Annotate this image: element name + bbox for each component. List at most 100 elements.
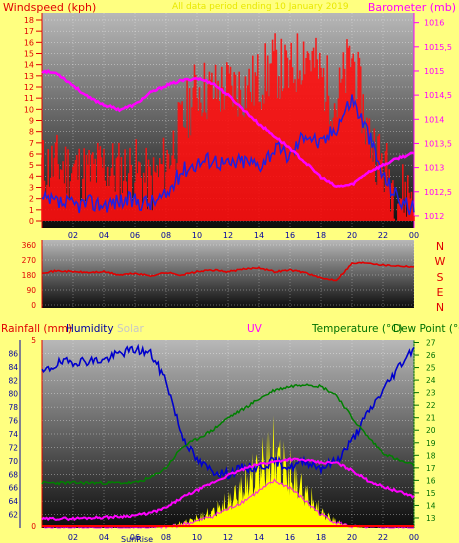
top-left-tick-label: 8	[29, 128, 34, 137]
top-right-tick-label: 1012,5	[424, 188, 452, 197]
temperature-tick-label: 14	[426, 501, 436, 510]
mid-tick-label: 360	[22, 241, 37, 250]
temperature-tick-label: 16	[426, 476, 436, 485]
humidity-tick-label: 68	[8, 470, 18, 479]
top-right-tick-label: 1016	[424, 19, 444, 28]
humidity-tick-label: 86	[8, 349, 18, 358]
label-solar: Solar	[117, 323, 144, 335]
top-x-tick-label: 06	[130, 231, 140, 240]
top-x-tick-label: 16	[285, 231, 295, 240]
top-left-tick-label: 7	[29, 139, 34, 148]
humidity-tick-label: 80	[8, 390, 18, 399]
top-left-tick-label: 3	[29, 184, 34, 193]
temperature-tick-label: 17	[426, 464, 436, 473]
humidity-tick-label: 74	[8, 430, 18, 439]
temperature-tick-label: 25	[426, 364, 436, 373]
top-left-tick-label: 2	[29, 195, 34, 204]
mid-tick-label: 0	[31, 301, 36, 310]
top-x-tick-label: 18	[316, 231, 326, 240]
temperature-tick-label: 21	[426, 414, 436, 423]
top-left-tick-label: 15	[24, 50, 34, 59]
top-left-tick-label: 5	[29, 161, 34, 170]
top-x-tick-label: 02	[68, 231, 78, 240]
dew-point-series	[41, 457, 415, 522]
temperature-tick-label: 26	[426, 351, 436, 360]
top-x-tick-label: 08	[161, 231, 171, 240]
label-rainfall: Rainfall (mm)	[1, 323, 72, 335]
compass-label-e: E	[437, 286, 444, 299]
humidity-tick-label: 84	[8, 363, 18, 372]
top-left-tick-label: 16	[24, 38, 34, 47]
bottom-chart: 62 64 66 68 70 72 74 76 78 80 82 84 86 0 5 13 14 15 16 17 18…	[8, 336, 435, 542]
bottom-x-tick-label: 14	[254, 533, 264, 542]
top-left-tick-label: 9	[29, 117, 34, 126]
top-left-tick-label: 0	[29, 217, 34, 226]
bottom-x-tick-label: 08	[161, 533, 171, 542]
bottom-x-tick-label: 20	[347, 533, 357, 542]
compass-label-s: S	[437, 271, 444, 284]
top-x-tick-label: 00	[409, 231, 419, 240]
top-left-axis-label: Windspeed (kph)	[3, 1, 96, 14]
mid-tick-label: 180	[22, 271, 37, 280]
compass-label-n-bottom: N	[436, 301, 444, 314]
temperature-tick-label: 23	[426, 389, 436, 398]
top-x-tick-label: 20	[347, 231, 357, 240]
humidity-tick-label: 70	[8, 457, 18, 466]
temperature-tick-label: 22	[426, 401, 436, 410]
top-right-tick-label: 1013	[424, 164, 444, 173]
mid-tick-label: 270	[22, 256, 37, 265]
compass-label-n-top: N	[436, 240, 444, 253]
top-right-tick-label: 1014	[424, 115, 444, 124]
top-left-tick-label: 14	[24, 61, 34, 70]
bottom-x-tick-label: 22	[378, 533, 388, 542]
top-x-tick-label: 12	[223, 231, 233, 240]
bottom-x-tick-label: 16	[285, 533, 295, 542]
temperature-tick-label: 15	[426, 489, 436, 498]
bottom-x-tick-label: 00	[409, 533, 419, 542]
top-left-tick-label: 6	[29, 150, 34, 159]
top-x-tick-label: 10	[192, 231, 202, 240]
top-left-tick-label: 17	[24, 27, 34, 36]
bottom-x-tick-label: 04	[99, 533, 109, 542]
label-humidity: Humidity	[66, 323, 114, 335]
bottom-x-tick-label: 18	[316, 533, 326, 542]
humidity-tick-label: 76	[8, 417, 18, 426]
top-left-tick-label: 11	[24, 94, 34, 103]
top-right-tick-label: 1012	[424, 212, 444, 221]
top-x-tick-label: 04	[99, 231, 109, 240]
top-chart: 012345678910111213141516171810121012,510…	[24, 13, 452, 240]
humidity-tick-label: 64	[8, 497, 18, 506]
temperature-series	[41, 383, 415, 486]
humidity-tick-label: 78	[8, 403, 18, 412]
humidity-tick-label: 82	[8, 376, 18, 385]
bottom-x-tick-label: 10	[192, 533, 202, 542]
temperature-tick-label: 13	[426, 514, 436, 523]
barometer-series	[41, 68, 415, 189]
temperature-tick-label: 24	[426, 376, 436, 385]
humidity-tick-label: 72	[8, 443, 18, 452]
temperature-tick-label: 19	[426, 439, 436, 448]
top-right-tick-label: 1014,5	[424, 91, 452, 100]
solar-series	[42, 415, 414, 528]
bottom-x-tick-label: 12	[223, 533, 233, 542]
top-chart-title: All data period ending 10 January 2019	[172, 2, 349, 12]
top-left-tick-label: 18	[24, 16, 34, 25]
humidity-series	[41, 343, 415, 480]
bottom-x-tick-label: 06	[130, 533, 140, 542]
wind-direction-series	[41, 261, 415, 282]
label-dew-point: Dew Point (°C	[393, 323, 459, 335]
top-left-tick-label: 12	[24, 83, 34, 92]
top-left-tick-label: 4	[29, 172, 34, 181]
humidity-tick-label: 62	[8, 511, 18, 520]
top-left-tick-label: 1	[29, 206, 34, 215]
top-x-tick-label: 22	[378, 231, 388, 240]
mid-tick-label: 90	[26, 286, 36, 295]
top-left-tick-label: 13	[24, 72, 34, 81]
top-right-axis-label: Barometer (mb)	[368, 1, 456, 14]
top-right-tick-label: 1013,5	[424, 139, 452, 148]
temperature-tick-label: 27	[426, 339, 436, 348]
top-right-tick-label: 1015	[424, 67, 444, 76]
sunrise-label: SunRise	[121, 535, 153, 543]
temperature-tick-label: 18	[426, 451, 436, 460]
